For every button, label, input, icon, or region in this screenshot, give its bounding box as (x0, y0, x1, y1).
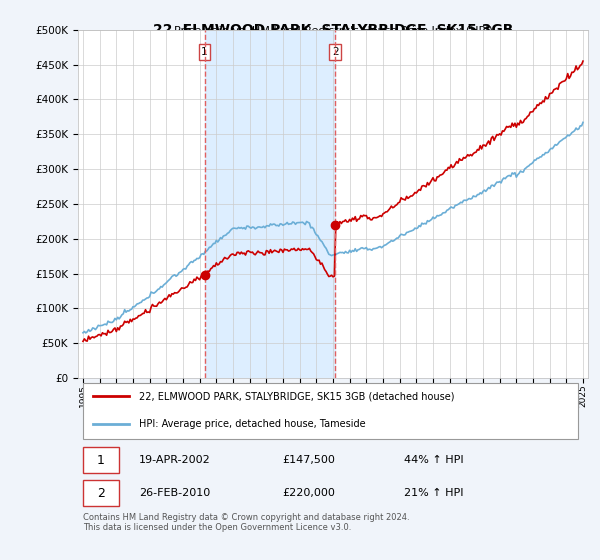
Text: Contains HM Land Registry data © Crown copyright and database right 2024.
This d: Contains HM Land Registry data © Crown c… (83, 513, 410, 532)
Text: 21% ↑ HPI: 21% ↑ HPI (404, 488, 464, 498)
Text: Price paid vs. HM Land Registry's House Price Index (HPI): Price paid vs. HM Land Registry's House … (173, 26, 493, 36)
FancyBboxPatch shape (83, 382, 578, 439)
Text: 2: 2 (97, 487, 105, 500)
Text: 22, ELMWOOD PARK, STALYBRIDGE, SK15 3GB: 22, ELMWOOD PARK, STALYBRIDGE, SK15 3GB (153, 23, 513, 37)
Text: £147,500: £147,500 (282, 455, 335, 465)
Bar (205, 30, 335, 378)
Text: 1: 1 (97, 454, 105, 466)
Text: 26-FEB-2010: 26-FEB-2010 (139, 488, 211, 498)
Text: 22, ELMWOOD PARK, STALYBRIDGE, SK15 3GB (detached house): 22, ELMWOOD PARK, STALYBRIDGE, SK15 3GB … (139, 391, 455, 401)
Text: HPI: Average price, detached house, Tameside: HPI: Average price, detached house, Tame… (139, 419, 366, 430)
Text: 1: 1 (201, 47, 208, 57)
FancyBboxPatch shape (83, 480, 119, 506)
Text: 19-APR-2002: 19-APR-2002 (139, 455, 211, 465)
Text: 2: 2 (332, 47, 338, 57)
Text: 44% ↑ HPI: 44% ↑ HPI (404, 455, 464, 465)
FancyBboxPatch shape (83, 447, 119, 473)
Text: £220,000: £220,000 (282, 488, 335, 498)
